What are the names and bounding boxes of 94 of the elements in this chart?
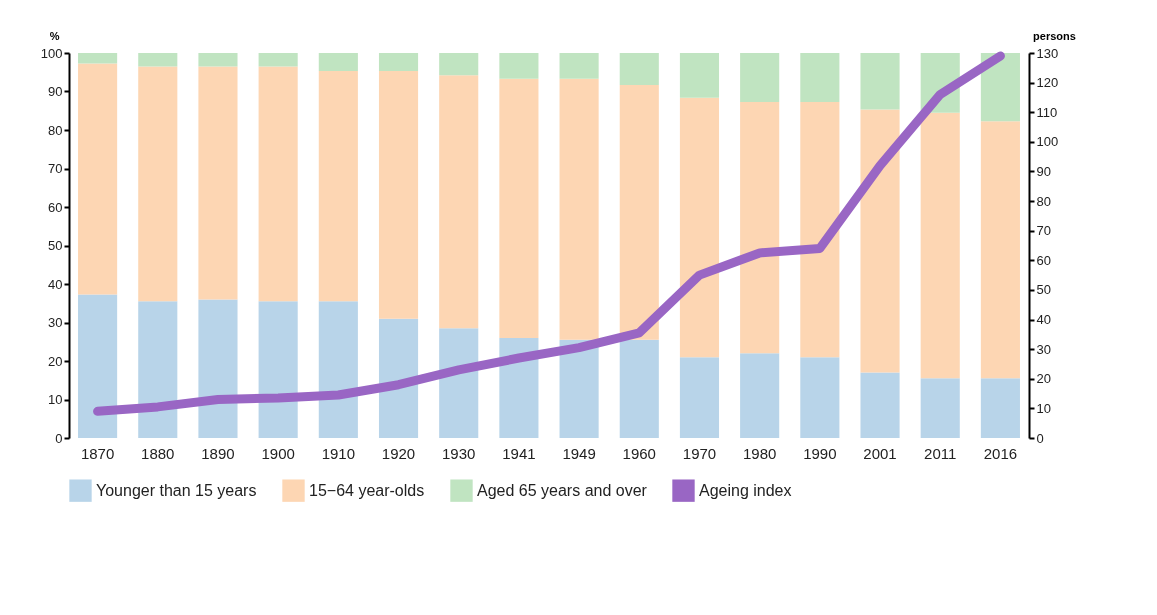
bar (860, 372, 900, 438)
y2-tick-label: 10 (1036, 400, 1051, 416)
legend-label: Aged 65 years and over (477, 481, 648, 499)
bar (980, 53, 1020, 122)
x-tick-label: 1900 (261, 444, 295, 462)
bar (258, 53, 298, 67)
x-tick-label: 1920 (381, 444, 416, 462)
y-tick-label: 20 (48, 353, 63, 369)
x-tick-label: 1870 (80, 444, 115, 462)
y-tick-label: 40 (48, 276, 63, 292)
bar (920, 378, 960, 438)
y-tick-label: 90 (48, 84, 63, 99)
bar (619, 84, 659, 340)
bar (679, 53, 720, 98)
bar (258, 301, 298, 438)
bar (318, 301, 358, 438)
y2-tick-label: 80 (1036, 193, 1051, 209)
x-tick-label: 1949 (562, 444, 596, 462)
y-tick-label: 10 (48, 392, 63, 407)
bar (318, 53, 358, 72)
y2-tick-label: 120 (1036, 75, 1059, 91)
bar (138, 66, 178, 302)
bar (198, 53, 238, 67)
y2-tick-label: 50 (1036, 282, 1051, 298)
y2-axis-title: persons (1033, 29, 1076, 42)
y2-tick-label: 100 (1036, 134, 1059, 150)
bar (619, 53, 659, 85)
y-tick-label: 0 (55, 430, 63, 446)
bar (198, 299, 238, 438)
x-tick-label: 1980 (742, 444, 777, 462)
x-tick-label: 1890 (201, 444, 235, 462)
y2-tick-label: 20 (1036, 371, 1051, 387)
y-axis-title: % (49, 29, 60, 42)
bar (78, 53, 118, 64)
bar (378, 53, 419, 72)
x-tick-label: 1941 (502, 444, 536, 462)
y2-tick-label: 60 (1036, 252, 1051, 268)
bar (499, 337, 539, 438)
bar (559, 78, 599, 340)
x-tick-label: 1990 (803, 444, 837, 462)
bar (378, 318, 419, 438)
y2-tick-label: 90 (1036, 163, 1051, 179)
bar (980, 378, 1020, 438)
legend-label: 15−64 year-olds (309, 481, 425, 499)
legend-label: Younger than 15 years (96, 481, 257, 499)
x-tick-label: 2016 (983, 444, 1018, 462)
bar (800, 101, 840, 358)
bar (559, 339, 599, 438)
bar (619, 339, 659, 438)
y-tick-label: 100 (40, 45, 63, 61)
y-tick-label: 30 (48, 315, 63, 330)
bar (499, 53, 539, 79)
y2-tick-label: 110 (1036, 104, 1058, 120)
y-tick-label: 60 (48, 199, 63, 215)
x-tick-label: 1880 (141, 444, 175, 462)
x-tick-label: 1930 (442, 444, 476, 462)
y2-tick-label: 70 (1036, 223, 1051, 239)
y-tick-label: 50 (48, 238, 63, 253)
y2-tick-label: 30 (1036, 341, 1051, 357)
bar (920, 112, 960, 379)
bar (740, 101, 780, 354)
bar (800, 357, 840, 438)
bar (980, 121, 1020, 379)
bar (860, 109, 900, 373)
x-tick-label: 1970 (682, 444, 717, 462)
bar (138, 301, 178, 438)
bar (860, 53, 900, 110)
x-tick-label: 2011 (924, 444, 957, 462)
bar (78, 63, 118, 295)
bar (800, 53, 840, 102)
bar (258, 66, 298, 302)
bar (439, 328, 479, 438)
x-tick-label: 1910 (321, 444, 356, 462)
bar (198, 66, 238, 300)
y2-tick-label: 0 (1036, 430, 1044, 446)
y2-tick-label: 40 (1036, 312, 1051, 328)
bar (740, 53, 780, 102)
bar (499, 78, 539, 338)
bar (559, 53, 599, 79)
y-tick-label: 80 (48, 122, 63, 138)
y2-tick-label: 130 (1036, 45, 1059, 61)
x-tick-label: 1960 (622, 444, 656, 462)
bar (78, 294, 118, 438)
bar (439, 53, 479, 76)
x-tick-label: 2001 (863, 444, 897, 462)
bar (740, 353, 780, 438)
bar (378, 71, 419, 319)
bar (318, 71, 358, 302)
bar (679, 97, 720, 358)
legend-label: Ageing index (699, 481, 792, 499)
bar (138, 53, 178, 67)
bar (439, 75, 479, 329)
bar (679, 357, 720, 438)
y-tick-label: 70 (48, 161, 63, 176)
